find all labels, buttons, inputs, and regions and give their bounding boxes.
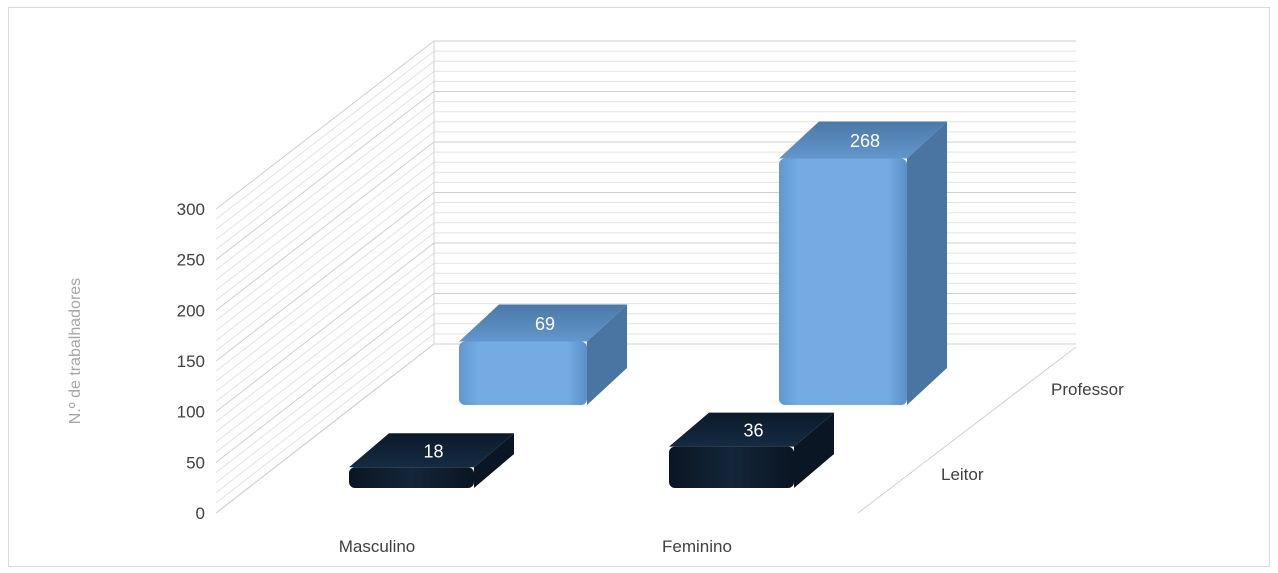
side-wall-gridline: [215, 242, 435, 413]
series-depth-label: Leitor: [941, 465, 984, 484]
side-wall-gridline: [215, 81, 435, 250]
side-wall-gridline: [215, 293, 435, 463]
y-tick-label: 150: [177, 352, 205, 371]
side-wall-gridline: [215, 70, 435, 240]
side-wall-gridline: [215, 222, 435, 392]
data-label: 18: [423, 441, 443, 461]
side-wall-gridline: [215, 101, 435, 271]
side-wall-gridline: [215, 151, 435, 321]
side-wall-gridline: [215, 141, 435, 311]
y-tick-label: 200: [177, 301, 205, 320]
floor-left-edge: [215, 343, 435, 514]
y-tick-label: 50: [186, 453, 205, 472]
chart-frame: 0 50 100 150 200 250 300 N.º de trabalhadores Ma…: [8, 7, 1270, 567]
x-category-label: Feminino: [662, 537, 732, 556]
data-label: 36: [743, 421, 763, 441]
bar-front-face: [459, 341, 587, 405]
bar-side-face: [794, 412, 834, 488]
bar-front-face: [779, 158, 907, 405]
bar-top-face: [459, 304, 627, 342]
data-label: 69: [535, 314, 555, 334]
side-wall-gridline: [215, 60, 435, 230]
side-wall-gridline: [215, 232, 435, 402]
side-wall-gridline: [215, 192, 435, 362]
y-tick-label: 0: [196, 504, 205, 523]
bar: [349, 433, 514, 488]
side-wall-gridline: [215, 131, 435, 301]
y-tick-label: 100: [177, 403, 205, 422]
side-wall-gridline: [215, 91, 435, 261]
side-wall-gridline: [215, 182, 435, 352]
y-tick-label: 250: [177, 251, 205, 270]
side-wall-gridline: [215, 212, 435, 382]
bar-side-face: [907, 121, 947, 405]
side-wall-gridline: [215, 283, 435, 453]
labels: 0 50 100 150 200 250 300 N.º de trabalhadores Ma…: [67, 131, 1124, 556]
side-wall-gridline: [215, 272, 435, 443]
chart-3d-bar: 0 50 100 150 200 250 300 N.º de trabalhadores Ma…: [67, 40, 1124, 556]
side-wall-gridline: [215, 333, 435, 504]
side-wall-gridline: [215, 171, 435, 342]
side-wall-gridline: [215, 161, 435, 331]
side-wall-gridline: [215, 40, 435, 210]
axes: [215, 41, 1077, 514]
series-depth-label: Professor: [1051, 380, 1124, 399]
side-wall-gridline: [215, 50, 435, 220]
bar-top-face: [349, 433, 514, 468]
x-category-label: Masculino: [339, 537, 416, 556]
side-wall-gridline: [215, 262, 435, 433]
bar: [459, 304, 627, 405]
side-wall-gridline: [215, 303, 435, 473]
data-label: 268: [850, 131, 880, 151]
side-wall-gridline: [215, 111, 435, 281]
bar: [669, 412, 834, 488]
bar-front-face: [349, 467, 474, 488]
side-wall-gridline: [215, 313, 435, 483]
side-wall-gridline: [215, 252, 435, 423]
bar-front-face: [669, 446, 794, 488]
side-wall-gridline: [215, 323, 435, 494]
y-tick-label: 300: [177, 200, 205, 219]
bar-top-face: [669, 412, 834, 447]
side-wall-gridline: [215, 121, 435, 291]
side-wall-gridline: [215, 202, 435, 372]
bar: [779, 121, 947, 405]
bar-top-face: [779, 121, 947, 159]
bar-side-face: [474, 433, 514, 488]
depth-axis-line: [857, 346, 1077, 514]
y-axis-title: N.º de trabalhadores: [67, 278, 84, 424]
bars: [349, 121, 947, 488]
bar-side-face: [587, 304, 627, 405]
